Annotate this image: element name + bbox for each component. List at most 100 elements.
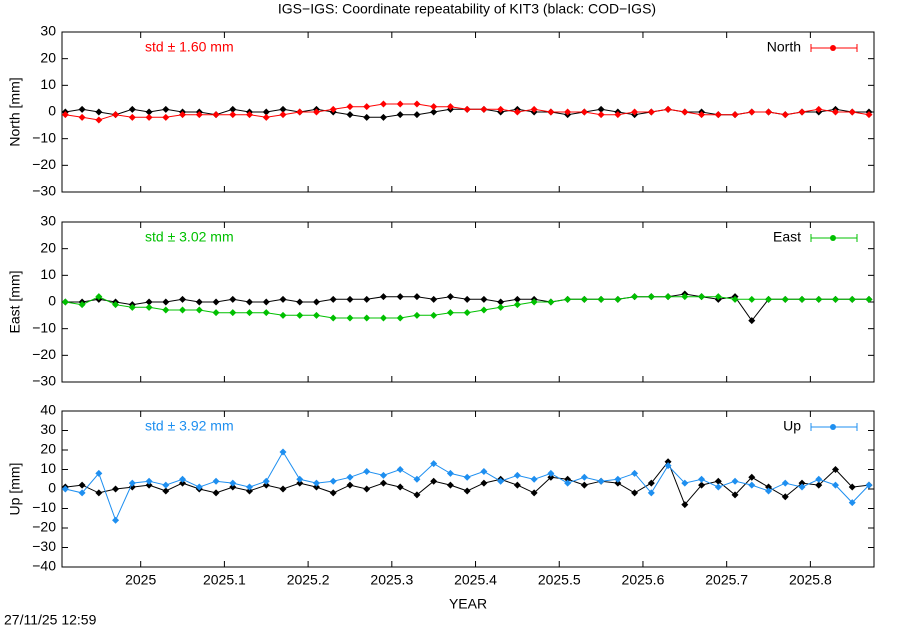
data-point (379, 479, 387, 487)
data-point (246, 309, 254, 317)
data-point (848, 108, 856, 116)
y-tick-label: 30 (40, 23, 56, 39)
data-point (195, 306, 203, 314)
y-tick-label: 40 (40, 402, 56, 418)
data-point (179, 479, 187, 487)
data-point (480, 105, 488, 113)
data-point (497, 477, 505, 485)
data-point (430, 311, 438, 319)
data-point (396, 466, 404, 473)
data-point (831, 466, 839, 473)
data-point (329, 489, 337, 497)
data-point (798, 108, 806, 116)
y-tick-label: 0 (48, 103, 56, 119)
data-point (831, 481, 839, 489)
y-tick-label: −10 (32, 129, 56, 145)
x-tick-label: 2025.1 (203, 572, 246, 588)
std-annotation: std ± 3.92 mm (145, 418, 234, 434)
data-point (714, 483, 722, 491)
y-tick-label: 10 (40, 266, 56, 282)
data-point (346, 481, 354, 489)
data-point (363, 103, 371, 111)
data-point (279, 295, 287, 303)
data-point (162, 105, 170, 113)
data-point (664, 105, 672, 113)
y-tick-label: 30 (40, 421, 56, 437)
data-point (195, 483, 203, 491)
data-point (296, 311, 304, 319)
data-point (396, 483, 404, 491)
data-point (279, 485, 287, 493)
data-point (497, 298, 505, 306)
data-point (647, 489, 655, 497)
data-point (246, 487, 254, 495)
data-point (698, 293, 706, 301)
data-point (78, 481, 86, 489)
data-point (497, 105, 505, 113)
data-point (246, 483, 254, 491)
series-line (65, 450, 870, 522)
data-point (831, 295, 839, 303)
data-point (179, 295, 187, 303)
data-point (748, 473, 756, 481)
data-point (262, 477, 270, 485)
data-point (346, 295, 354, 303)
data-point (798, 483, 806, 491)
data-point (848, 295, 856, 303)
footer: 27/11/25 12:59 (4, 612, 97, 628)
data-point (212, 477, 220, 485)
y-axis-label: Up [mm] (7, 463, 23, 516)
data-point (162, 113, 170, 121)
legend-label: East (773, 229, 801, 245)
data-point (564, 475, 572, 483)
x-tick-label: 2025.4 (454, 572, 497, 588)
legend-label: Up (783, 418, 801, 434)
data-point (329, 314, 337, 322)
data-point (61, 298, 69, 306)
data-point (262, 298, 270, 306)
data-point (346, 473, 354, 481)
data-point (430, 108, 438, 116)
data-point (312, 479, 320, 487)
data-point (446, 309, 454, 317)
data-point (513, 108, 521, 116)
data-point (229, 105, 237, 113)
data-point (664, 462, 672, 470)
x-tick-label: 2025.7 (705, 572, 748, 588)
y-tick-label: −30 (32, 538, 56, 554)
data-point (279, 105, 287, 113)
std-annotation: std ± 3.02 mm (145, 229, 234, 245)
data-point (329, 105, 337, 113)
data-point (363, 113, 371, 121)
data-point (731, 477, 739, 485)
data-point (446, 103, 454, 111)
data-point (597, 477, 605, 485)
data-point (95, 489, 103, 497)
data-point (145, 298, 153, 306)
data-point (681, 501, 689, 509)
data-point (497, 303, 505, 311)
data-point (112, 301, 120, 309)
data-point (78, 113, 86, 121)
data-point (681, 108, 689, 116)
data-point (246, 111, 254, 119)
data-point (781, 295, 789, 303)
data-point (145, 303, 153, 311)
data-point (396, 111, 404, 119)
data-point (547, 469, 555, 477)
data-point (547, 298, 555, 306)
data-point (346, 314, 354, 322)
data-point (815, 475, 823, 483)
y-tick-label: −10 (32, 499, 56, 515)
data-point (580, 295, 588, 303)
data-point (631, 489, 639, 497)
data-point (714, 111, 722, 119)
data-point (162, 298, 170, 306)
data-point (229, 295, 237, 303)
legend-marker (830, 45, 836, 51)
data-point (647, 293, 655, 301)
data-point (714, 293, 722, 301)
data-point (480, 479, 488, 487)
y-tick-label: −40 (32, 558, 56, 574)
